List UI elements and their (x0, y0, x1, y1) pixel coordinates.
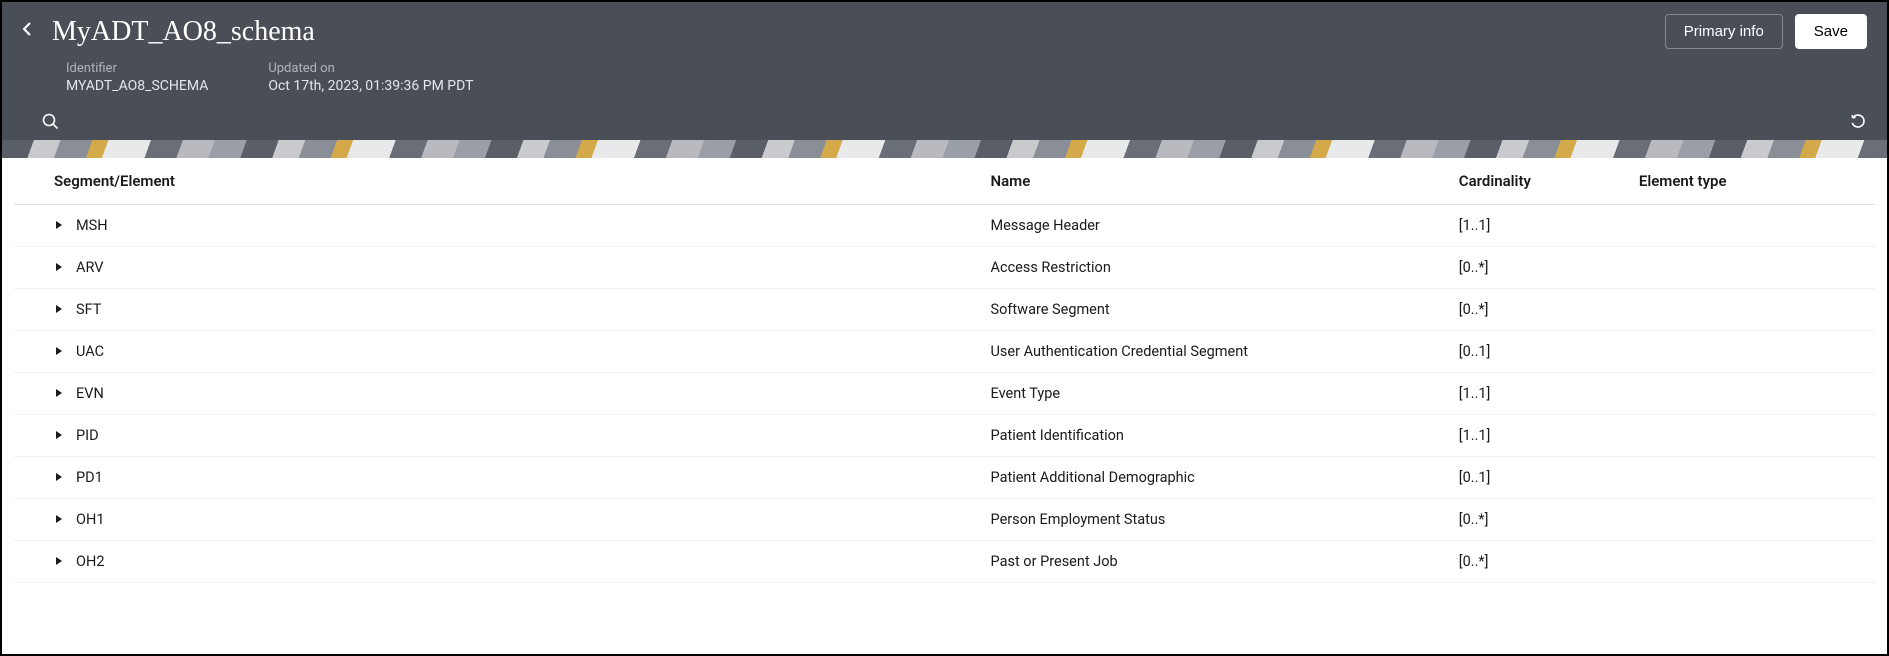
segment-name: Event Type (991, 385, 1459, 402)
segment-cardinality: [0..*] (1459, 259, 1639, 276)
segment-cardinality: [1..1] (1459, 385, 1639, 402)
segment-code: OH2 (76, 553, 104, 570)
segment-name: Patient Identification (991, 427, 1459, 444)
table-row[interactable]: MSH Message Header[1..1] (14, 205, 1875, 247)
segment-cardinality: [0..*] (1459, 511, 1639, 528)
segment-cardinality: [1..1] (1459, 217, 1639, 234)
segment-code: EVN (76, 385, 104, 402)
expand-icon[interactable] (54, 388, 64, 398)
refresh-icon[interactable] (1849, 112, 1867, 130)
segment-code: OH1 (76, 511, 104, 528)
identifier-meta: Identifier MYADT_AO8_SCHEMA (66, 61, 208, 94)
table-header-row: Segment/Element Name Cardinality Element… (14, 158, 1875, 205)
table-row[interactable]: OH1 Person Employment Status[0..*] (14, 499, 1875, 541)
segment-code: PID (76, 427, 99, 444)
segment-cardinality: [0..*] (1459, 553, 1639, 570)
col-header-name: Name (991, 172, 1459, 190)
expand-icon[interactable] (54, 514, 64, 524)
table-row[interactable]: OH2 Past or Present Job[0..*] (14, 541, 1875, 583)
segment-name: Patient Additional Demographic (991, 469, 1459, 486)
decorative-divider (2, 140, 1887, 158)
expand-icon[interactable] (54, 346, 64, 356)
segment-code: MSH (76, 217, 108, 234)
segment-cardinality: [0..1] (1459, 343, 1639, 360)
header-toolbar (2, 106, 1887, 140)
updated-label: Updated on (268, 61, 473, 76)
header-top-row: MyADT_AO8_schema Primary info Save (2, 2, 1887, 57)
expand-icon[interactable] (54, 220, 64, 230)
col-header-type: Element type (1639, 172, 1855, 190)
identifier-label: Identifier (66, 61, 208, 76)
table-row[interactable]: PD1 Patient Additional Demographic[0..1] (14, 457, 1875, 499)
col-header-cardinality: Cardinality (1459, 172, 1639, 190)
expand-icon[interactable] (54, 472, 64, 482)
table-row[interactable]: PID Patient Identification[1..1] (14, 415, 1875, 457)
segment-name: Past or Present Job (991, 553, 1459, 570)
expand-icon[interactable] (54, 304, 64, 314)
segment-code: SFT (76, 301, 101, 318)
table-row[interactable]: SFT Software Segment[0..*] (14, 289, 1875, 331)
table-row[interactable]: EVN Event Type[1..1] (14, 373, 1875, 415)
expand-icon[interactable] (54, 262, 64, 272)
segment-code: ARV (76, 259, 104, 276)
col-header-segment: Segment/Element (54, 172, 991, 190)
back-button[interactable] (22, 21, 32, 42)
segment-cardinality: [0..1] (1459, 469, 1639, 486)
updated-meta: Updated on Oct 17th, 2023, 01:39:36 PM P… (268, 61, 473, 94)
segment-name: Message Header (991, 217, 1459, 234)
expand-icon[interactable] (54, 556, 64, 566)
segment-name: User Authentication Credential Segment (991, 343, 1459, 360)
table-row[interactable]: ARV Access Restriction[0..*] (14, 247, 1875, 289)
segment-name: Software Segment (991, 301, 1459, 318)
expand-icon[interactable] (54, 430, 64, 440)
page-title: MyADT_AO8_schema (52, 16, 1665, 48)
page-header: MyADT_AO8_schema Primary info Save Ident… (2, 2, 1887, 140)
primary-info-button[interactable]: Primary info (1665, 14, 1783, 49)
segment-cardinality: [0..*] (1459, 301, 1639, 318)
segment-code: UAC (76, 343, 104, 360)
updated-value: Oct 17th, 2023, 01:39:36 PM PDT (268, 78, 473, 94)
segment-code: PD1 (76, 469, 103, 486)
identifier-value: MYADT_AO8_SCHEMA (66, 78, 208, 94)
segment-name: Person Employment Status (991, 511, 1459, 528)
segment-cardinality: [1..1] (1459, 427, 1639, 444)
table-row[interactable]: UAC User Authentication Credential Segmen… (14, 331, 1875, 373)
search-icon[interactable] (42, 112, 59, 130)
schema-table: Segment/Element Name Cardinality Element… (14, 158, 1875, 583)
header-actions: Primary info Save (1665, 14, 1867, 49)
save-button[interactable]: Save (1795, 14, 1867, 49)
segment-name: Access Restriction (991, 259, 1459, 276)
table-body: MSHMessage Header[1..1]ARVAccess Restric… (14, 205, 1875, 583)
header-meta: Identifier MYADT_AO8_SCHEMA Updated on O… (2, 57, 1887, 106)
